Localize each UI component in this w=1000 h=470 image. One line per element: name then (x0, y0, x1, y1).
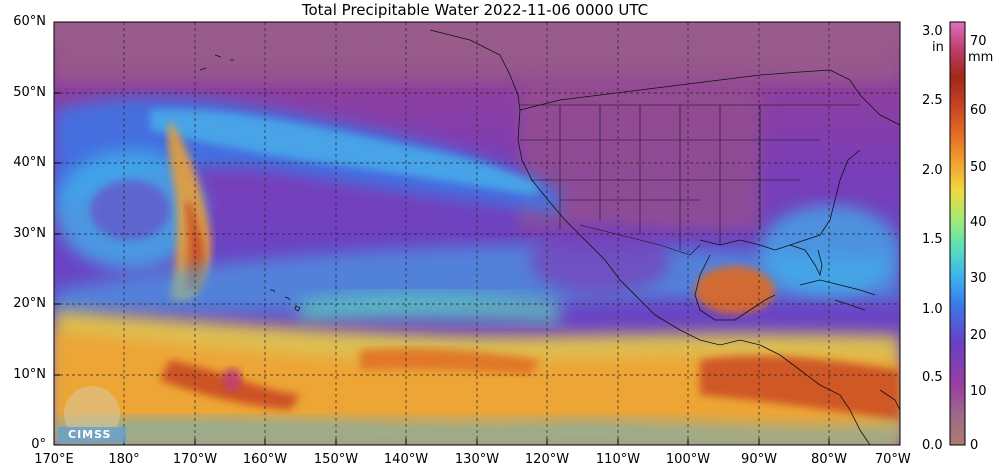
lon-label: 160°W (242, 452, 288, 467)
lat-label: 30°N (13, 226, 46, 241)
lon-label: 120°W (524, 452, 570, 467)
lon-label: 110°W (595, 452, 641, 467)
map-title: Total Precipitable Water 2022-11-06 0000… (301, 1, 649, 19)
colorbar-in-tick: 2.5 (922, 93, 943, 108)
colorbar-mm-tick: 10 (970, 384, 987, 399)
lat-label: 10°N (13, 367, 46, 382)
colorbar-mm-tick: 70 (970, 34, 987, 49)
colorbar-mm-tick: 60 (970, 103, 987, 118)
lon-label: 140°W (383, 452, 429, 467)
colorbar-mm-unit: mm (968, 50, 994, 65)
colorbar-in-tick: 3.0 (922, 24, 943, 39)
colorbar-in-tick: 0.5 (922, 370, 943, 385)
lat-label: 20°N (13, 296, 46, 311)
cimss-logo-text: CIMSS (68, 428, 112, 441)
colorbar (949, 21, 966, 446)
lat-label: 40°N (13, 155, 46, 170)
axis-ticks (53, 21, 901, 446)
cimss-logo (58, 386, 126, 443)
colorbar-mm-tick: 40 (970, 215, 987, 230)
colorbar-in-tick: 0.0 (922, 438, 943, 453)
lon-label: 180° (108, 452, 140, 467)
lon-label: 100°W (665, 452, 711, 467)
colorbar-mm-tick: 50 (970, 160, 987, 175)
lon-label: 150°W (313, 452, 359, 467)
lon-label: 130°W (454, 452, 500, 467)
lon-label: 80°W (811, 452, 847, 467)
lon-label: 70°W (874, 452, 911, 467)
colorbar-in-tick: 1.0 (922, 302, 943, 317)
lat-label: 50°N (13, 85, 46, 100)
colorbar-in-tick: 1.5 (922, 232, 943, 247)
graticule (54, 22, 900, 445)
lat-label: 0° (31, 437, 46, 452)
lon-label: 170°E (34, 452, 74, 467)
colorbar-in-unit: in (932, 40, 944, 55)
colorbar-mm-tick: 0 (970, 438, 979, 453)
colorbar-mm-tick: 30 (970, 271, 987, 286)
colorbar-mm-tick: 20 (970, 328, 987, 343)
lon-label: 170°W (172, 452, 218, 467)
political-borders (520, 104, 860, 256)
lon-label: 90°W (741, 452, 777, 467)
lat-label: 60°N (13, 14, 46, 29)
colorbar-in-tick: 2.0 (922, 163, 943, 178)
